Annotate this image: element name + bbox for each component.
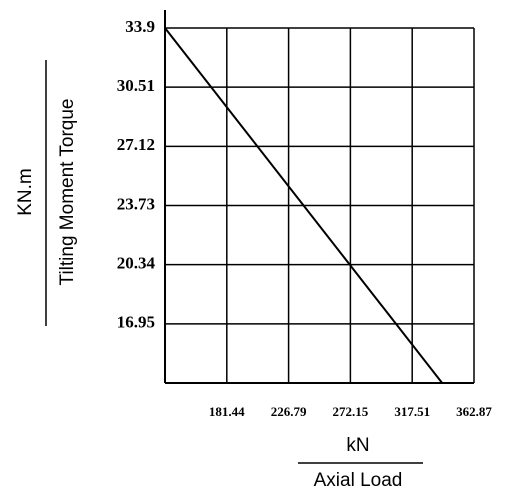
y-tick-label: 33.9	[125, 17, 155, 36]
x-tick-label: 362.87	[456, 404, 492, 419]
x-axis-label: Axial Load	[314, 470, 403, 491]
x-tick-label: 226.79	[271, 404, 307, 419]
x-tick-label: 181.44	[209, 404, 245, 419]
y-axis-label: Tilting Moment Torque	[57, 99, 78, 286]
x-axis-unit: kN	[346, 435, 369, 456]
y-tick-label: 27.12	[117, 135, 155, 154]
y-tick-label: 16.95	[117, 313, 155, 332]
y-tick-label: 30.51	[117, 76, 155, 95]
x-tick-label: 317.51	[394, 404, 430, 419]
x-tick-label: 272.15	[333, 404, 369, 419]
y-tick-label: 20.34	[117, 254, 156, 273]
y-axis-unit: KN.m	[15, 168, 36, 216]
y-tick-label: 23.73	[117, 194, 155, 213]
data-line	[164, 27, 443, 384]
